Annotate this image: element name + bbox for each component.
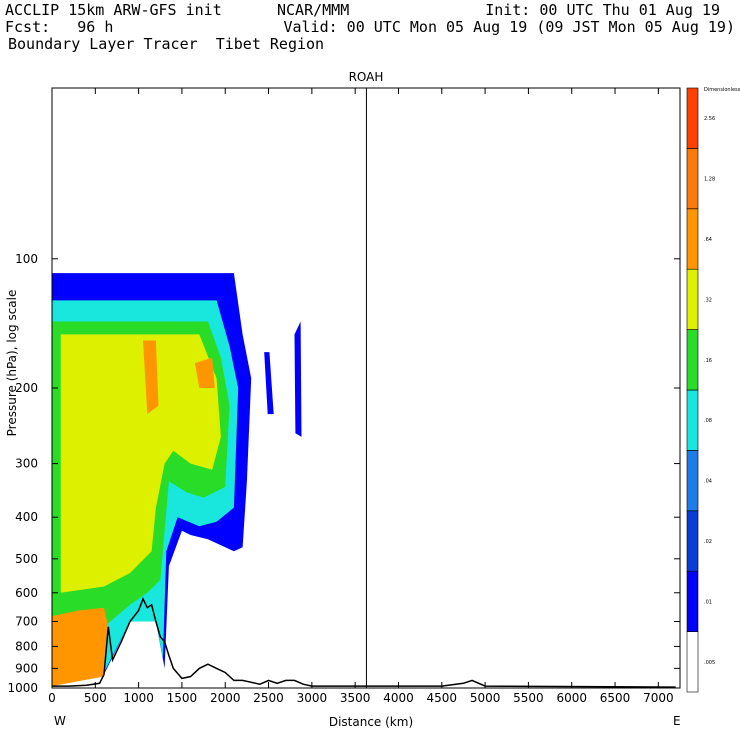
colorbar-swatch-6 [686,268,699,330]
x-tick-label-13: 6500 [600,691,631,705]
colorbar-swatch-2 [686,510,699,572]
x-tick-label-3: 1500 [167,691,198,705]
x-tick-label-7: 3500 [340,691,371,705]
colorbar-label-0: .005 [704,660,715,666]
header-init: Init: 00 UTC Thu 01 Aug 19 [485,1,720,19]
colorbar-swatch-8 [686,148,699,210]
tracer-region-8 [194,357,215,388]
chart-title: ROAH [349,70,384,84]
colorbar-swatch-7 [686,208,699,270]
terrain-line [52,597,676,688]
x-tick-label-4: 2000 [210,691,241,705]
tracer-fill-layer [52,273,302,687]
y-tick-label-1: 200 [15,381,38,395]
x-start-label: W [54,714,66,728]
colorbar-swatch-0 [686,631,699,693]
colorbar-unit-label: Dimensionless [704,87,740,93]
x-tick-label-9: 4500 [427,691,458,705]
y-axis: 100 200 300 400 500 600 700 800 900 1000 [7,252,680,695]
terrain-layer [52,597,676,688]
y-tick-label-6: 700 [15,615,38,629]
y-tick-label-4: 500 [15,552,38,566]
colorbar-swatch-4 [686,389,699,451]
tracer-region-7 [143,340,159,415]
header-fcst: Fcst: 96 h [5,18,114,36]
colorbar-swatch-5 [686,329,699,391]
x-tick-label-5: 2500 [253,691,284,705]
y-tick-label-7: 800 [15,639,38,653]
colorbar-swatch-3 [686,450,699,512]
y-tick-label-2: 300 [15,457,38,471]
tracer-region-2 [294,321,302,437]
colorbar: .005 .01 .02 .04 .08 .16 .32 .64 1.28 2.56 Dimensi… [686,87,740,693]
x-tick-label-1: 500 [84,691,107,705]
colorbar-label-2: .02 [704,539,712,545]
tracer-region-6 [52,607,109,687]
header-model: ACCLIP 15km ARW-GFS init [5,1,222,19]
x-axis-label: Distance (km) [329,715,413,729]
colorbar-label-8: 1.28 [704,177,715,183]
x-tick-label-12: 6000 [556,691,587,705]
header-valid: Valid: 00 UTC Mon 05 Aug 19 (09 JST Mon … [283,18,735,36]
x-tick-label-11: 5500 [513,691,544,705]
colorbar-label-1: .01 [704,599,712,605]
x-tick-label-6: 3000 [297,691,328,705]
colorbar-label-9: 2.56 [704,116,715,122]
header-field: Boundary Layer Tracer Tibet Region [8,35,325,53]
x-tick-label-2: 1000 [123,691,154,705]
y-tick-label-5: 600 [15,586,38,600]
colorbar-swatch-9 [686,87,699,149]
tracer-region-1 [264,352,274,415]
colorbar-label-5: .16 [704,358,712,364]
y-axis-label: Pressure (hPa), log scale [5,290,19,437]
colorbar-label-4: .08 [704,418,712,424]
x-tick-label-14: 7000 [643,691,674,705]
colorbar-label-6: .32 [704,297,712,303]
x-tick-label-10: 5000 [470,691,501,705]
x-axis: 0 500 1000 1500 2000 2500 3000 3500 4000 4500 5000… [48,88,674,705]
tracer-region-5 [60,334,221,593]
x-end-label: E [673,714,681,728]
y-tick-label-9: 1000 [7,681,38,695]
colorbar-swatch-1 [686,570,699,632]
colorbar-label-3: .04 [704,479,712,485]
header-org: NCAR/MMM [277,1,350,19]
y-tick-label-3: 400 [15,510,38,524]
y-tick-label-8: 900 [15,661,38,675]
x-tick-label-8: 4000 [383,691,414,705]
x-tick-label-0: 0 [48,691,56,705]
y-tick-label-0: 100 [15,252,38,266]
colorbar-label-7: .64 [704,237,712,243]
